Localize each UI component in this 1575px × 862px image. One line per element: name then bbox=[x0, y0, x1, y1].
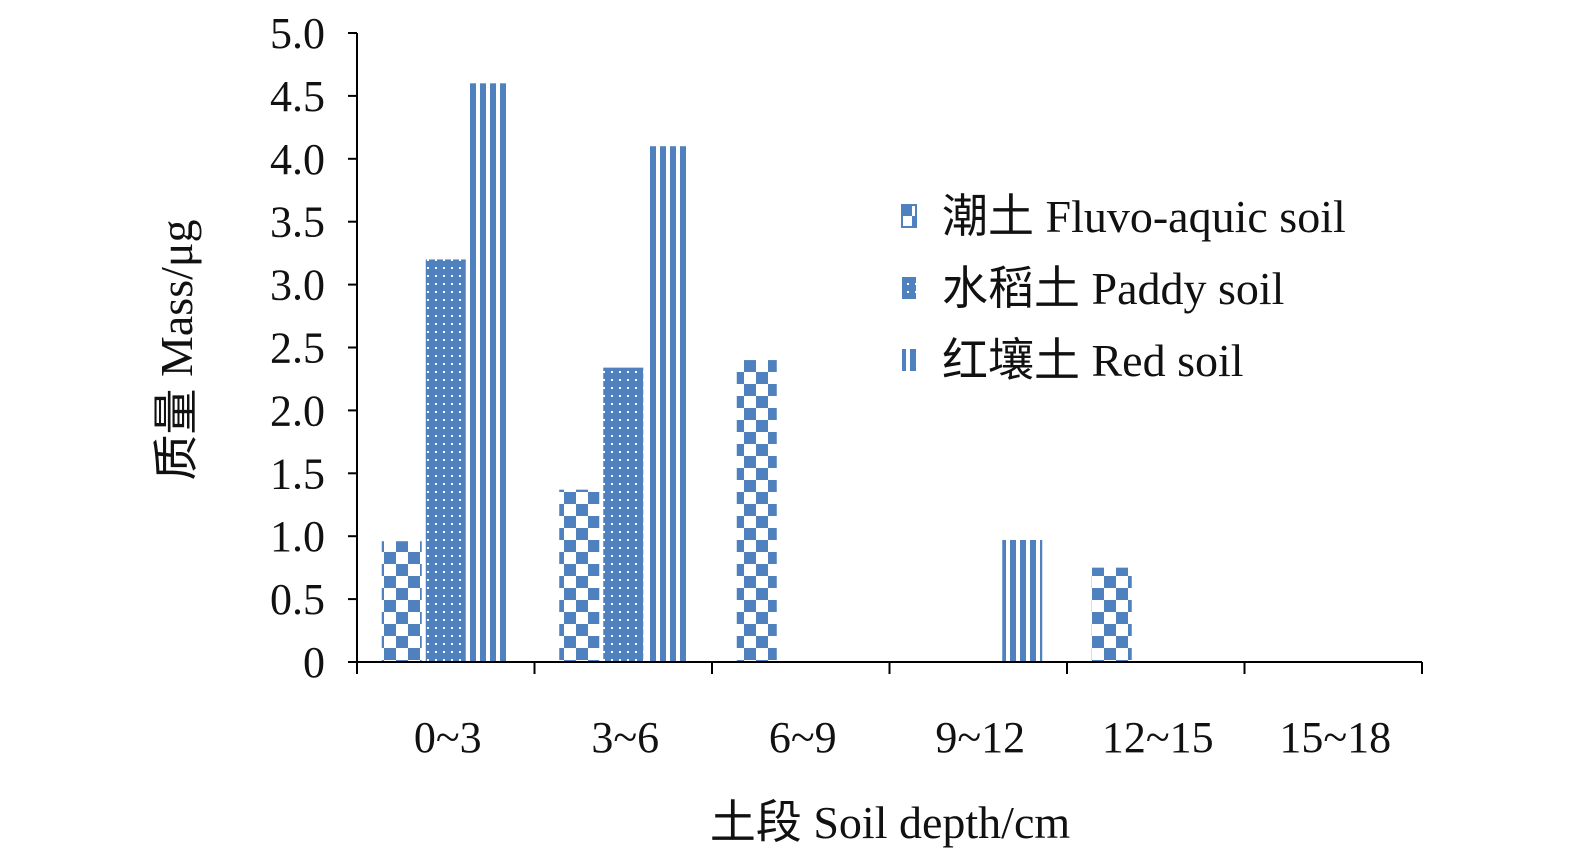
y-tick-label: 0.5 bbox=[270, 575, 325, 624]
y-tick-label: 4.5 bbox=[270, 72, 325, 121]
bars-group bbox=[381, 83, 1132, 663]
bar-3~6-series-1 bbox=[559, 489, 600, 662]
y-tick-label: 4.0 bbox=[270, 135, 325, 184]
y-tick-label: 2.5 bbox=[270, 324, 325, 373]
x-axis-title: 土段 Soil depth/cm bbox=[710, 797, 1071, 848]
y-tick-label: 1.0 bbox=[270, 512, 325, 561]
bar-12~15-series-1 bbox=[1091, 567, 1132, 662]
x-tick-label: 3~6 bbox=[591, 713, 659, 762]
x-tick-label: 12~15 bbox=[1102, 713, 1214, 762]
y-tick-label: 3.0 bbox=[270, 261, 325, 310]
x-axis-ticks: 0~3 3~6 6~9 9~12 12~15 15~18 bbox=[356, 662, 1423, 762]
bar-0~3-series-1 bbox=[381, 541, 422, 662]
x-tick-label: 9~12 bbox=[935, 713, 1025, 762]
bar-3~6-series-3 bbox=[647, 146, 688, 663]
bar-6~9-series-1 bbox=[736, 360, 777, 662]
legend: 潮土 Fluvo-aquic soil 水稻土 Paddy soil 红壤土 Red… bbox=[901, 191, 1346, 386]
y-axis-ticks: 0 0.5 1.0 1.5 2.0 2.5 3.0 3.5 4.0 4.5 5.0 bbox=[270, 9, 357, 687]
y-tick-label: 0 bbox=[303, 638, 325, 687]
legend-label-2: 水稻土 Paddy soil bbox=[942, 263, 1284, 314]
x-tick-label: 0~3 bbox=[414, 713, 482, 762]
y-tick-label: 2.0 bbox=[270, 386, 325, 435]
bar-0~3-series-3 bbox=[469, 83, 510, 662]
y-axis-title: 质量 Mass/μg bbox=[151, 219, 202, 480]
legend-label-3: 红壤土 Red soil bbox=[942, 335, 1244, 386]
legend-swatch-1 bbox=[901, 204, 917, 228]
bar-0~3-series-2 bbox=[425, 259, 466, 662]
y-tick-label: 3.5 bbox=[270, 198, 325, 247]
bar-9~12-series-3 bbox=[1002, 539, 1043, 662]
x-tick-label: 15~18 bbox=[1279, 713, 1391, 762]
x-tick-label: 6~9 bbox=[769, 713, 837, 762]
y-tick-label: 5.0 bbox=[270, 9, 325, 58]
legend-label-1: 潮土 Fluvo-aquic soil bbox=[942, 191, 1346, 242]
axes-group bbox=[356, 33, 1422, 663]
bar-3~6-series-2 bbox=[603, 367, 644, 662]
legend-swatch-2 bbox=[902, 277, 916, 299]
legend-swatch-3 bbox=[902, 349, 916, 371]
y-tick-label: 1.5 bbox=[270, 449, 325, 498]
